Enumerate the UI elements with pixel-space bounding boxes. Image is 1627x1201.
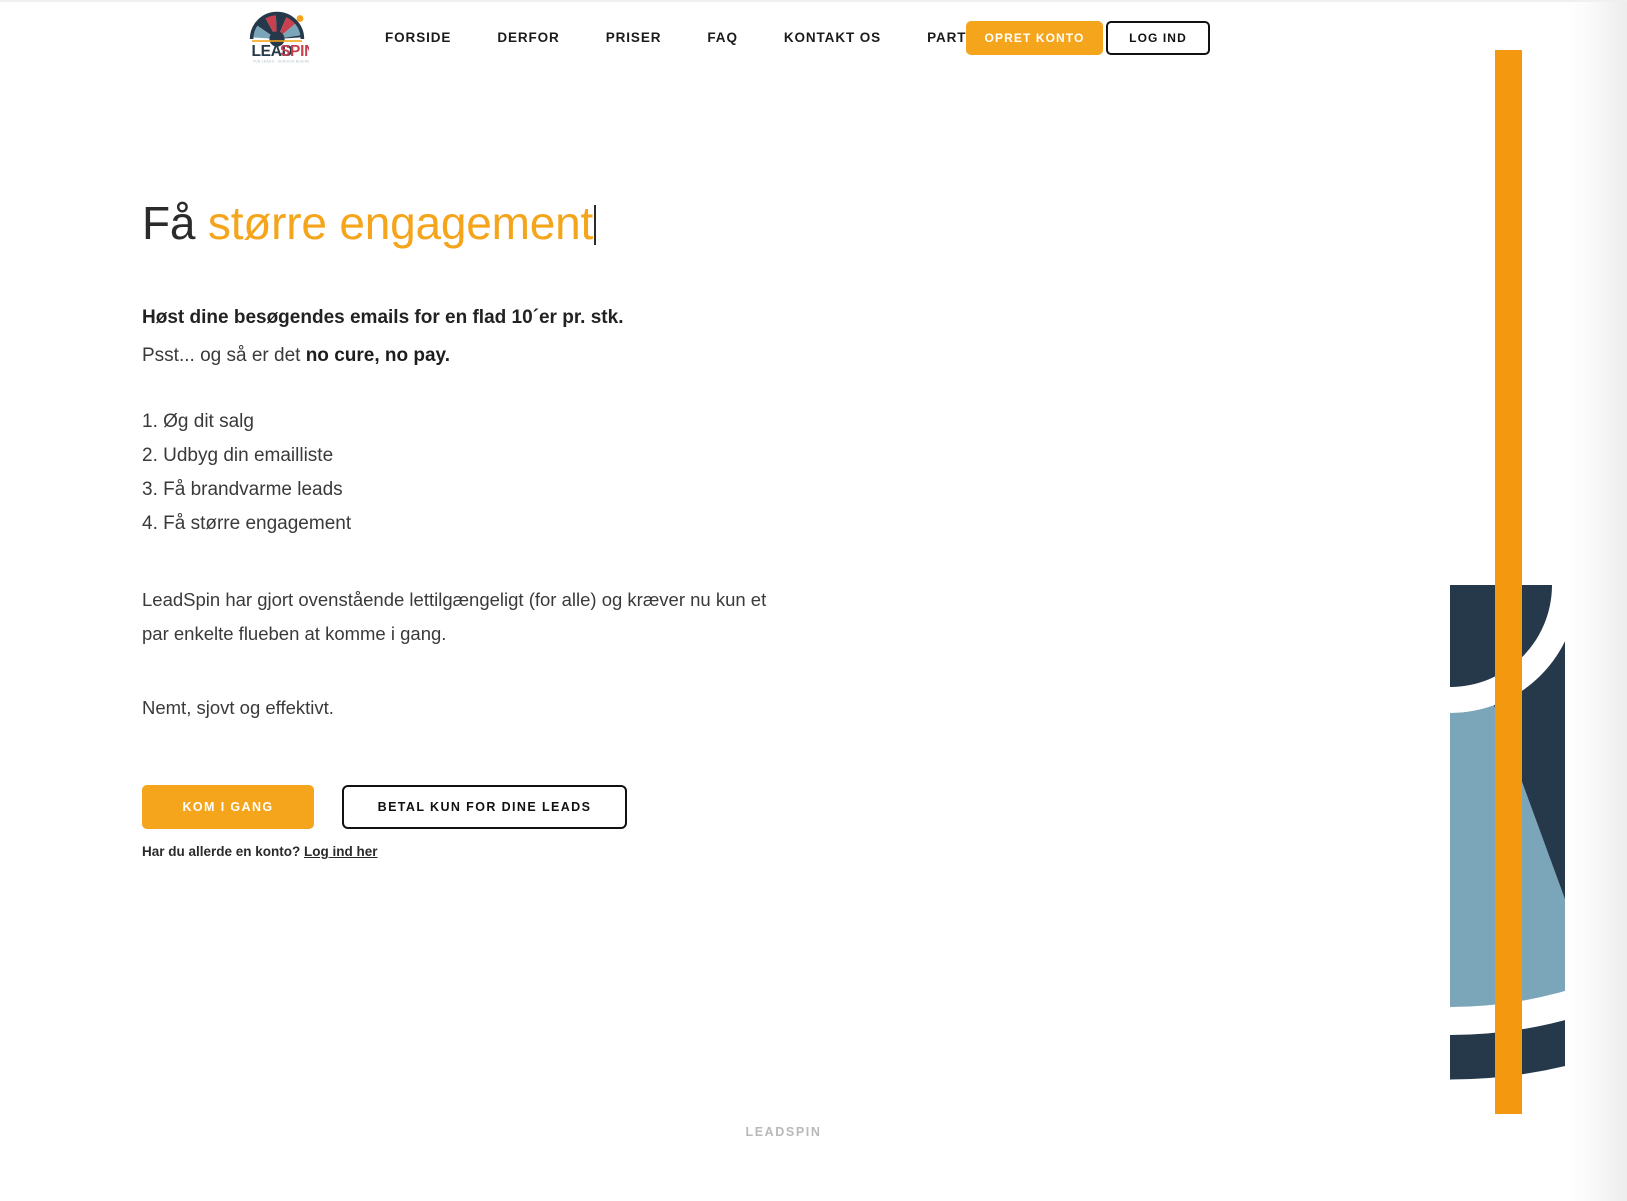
hero-paragraph: LeadSpin har gjort ovenstående lettilgæn… xyxy=(142,589,767,645)
cta-row: KOM I GANG BETAL KUN FOR DINE LEADS xyxy=(142,785,842,830)
nav-forside[interactable]: FORSIDE xyxy=(385,30,452,45)
list-item: 4. Få større engagement xyxy=(142,513,352,535)
site-header: LEAD SPIN FUN LEADS - SERIOUS BUSINESS F… xyxy=(0,0,1567,76)
wheel-segment xyxy=(1450,184,1605,585)
logo-text-spin: SPIN xyxy=(280,43,309,60)
nav-kontakt-os[interactable]: KONTAKT OS xyxy=(783,30,882,45)
login-note-link[interactable]: Log ind her xyxy=(304,844,378,860)
accent-vertical-bar xyxy=(1495,50,1522,1114)
logo-tagline: FUN LEADS - SERIOUS BUSINESS xyxy=(253,60,309,64)
wheel-pointer-icon xyxy=(1017,72,1209,264)
list-item: 1. Øg dit salg xyxy=(142,411,254,433)
signup-button[interactable]: OPRET KONTO xyxy=(966,21,1103,55)
get-started-button[interactable]: KOM I GANG xyxy=(142,785,314,830)
wheel-segment xyxy=(1028,404,1450,736)
wheel-segment xyxy=(1056,585,1450,972)
footer-brand: LEADSPIN xyxy=(745,1125,822,1139)
login-note: Har du allerde en konto? Log ind her xyxy=(142,844,842,859)
list-item: 3. Få brandvarme leads xyxy=(142,479,343,501)
hero-title-static: Få xyxy=(142,197,196,249)
hero-paragraph-2: Nemt, sjovt og effektivt. xyxy=(142,697,334,719)
nav-faq[interactable]: FAQ xyxy=(707,30,738,45)
benefit-list: 1. Øg dit salg 2. Udbyg din emailliste 3… xyxy=(142,405,842,541)
leadspin-logo[interactable]: LEAD SPIN FUN LEADS - SERIOUS BUSINESS xyxy=(245,9,315,65)
nav-priser[interactable]: PRISER xyxy=(605,30,662,45)
wheel-segment xyxy=(1296,163,1580,585)
hero-lead-bold: Høst dine besøgendes emails for en flad … xyxy=(142,307,624,329)
hero-lead-sub-bold: no cure, no pay. xyxy=(305,344,450,366)
nav-derfor[interactable]: DERFOR xyxy=(497,30,560,45)
wheel-segment xyxy=(1069,192,1450,585)
top-hairline xyxy=(0,0,1627,2)
page-title: Få større engagement xyxy=(142,196,842,251)
hero-title-accent: større engagement xyxy=(207,197,594,249)
hero-section: Få større engagement Høst dine besøgende… xyxy=(142,196,842,859)
leadspin-logo-icon: LEAD SPIN FUN LEADS - SERIOUS BUSINESS xyxy=(249,11,315,64)
hero-lead-sub: Psst... og så er det no cure, no pay. xyxy=(142,342,842,370)
site-footer: LEADSPIN xyxy=(0,1108,1567,1201)
login-note-text: Har du allerde en konto? xyxy=(142,844,305,860)
pay-per-lead-button[interactable]: BETAL KUN FOR DINE LEADS xyxy=(342,785,627,830)
text-caret xyxy=(594,205,597,245)
hero-lead-sub-prefix: Psst... og så er det xyxy=(142,344,306,366)
login-button[interactable]: LOG IND xyxy=(1106,21,1210,55)
logo-text-lead: LEAD xyxy=(252,43,293,60)
list-item: 2. Udbyg din emailliste xyxy=(142,445,334,467)
